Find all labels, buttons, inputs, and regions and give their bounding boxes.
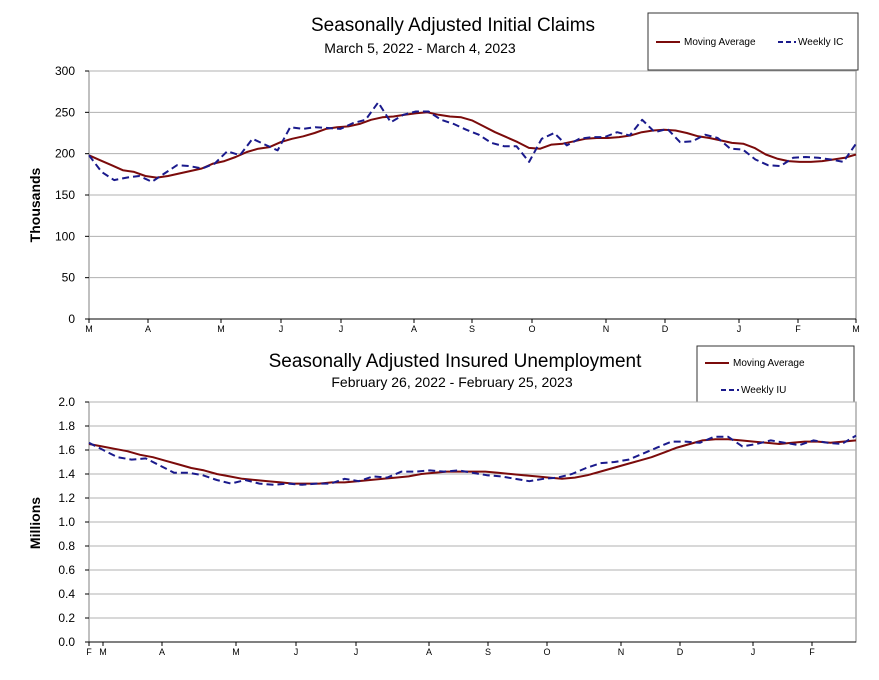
chart1-x-tick-label: F	[795, 324, 801, 334]
chart2-y-axis-label: Millions	[27, 497, 43, 549]
chart2-x-tick-label: A	[159, 647, 165, 657]
chart2-y-tick-label: 1.8	[58, 419, 75, 433]
chart1-legend-box	[647, 12, 859, 71]
chart2-y-tick-label: 0.0	[58, 635, 75, 649]
chart1-y-tick-label: 50	[62, 271, 76, 285]
chart2-y-tick-label: 1.6	[58, 443, 75, 457]
chart1-x-tick-label: M	[85, 324, 93, 334]
chart1-title: Seasonally Adjusted Initial Claims	[311, 15, 595, 36]
chart1-legend-weekly-label: Weekly IC	[798, 37, 843, 48]
insured-unemployment-chart: Seasonally Adjusted Insured Unemployment…	[27, 345, 857, 657]
chart2-legend-weekly-label: Weekly IU	[741, 385, 786, 396]
chart1-y-tick-label: 0	[68, 312, 75, 326]
chart2-subtitle: February 26, 2022 - February 25, 2023	[331, 374, 572, 390]
chart2-x-tick-label: D	[677, 647, 684, 657]
chart2-series-weekly-line	[88, 434, 857, 486]
chart1-x-tick-label: N	[603, 324, 610, 334]
initial-claims-chart: Seasonally Adjusted Initial Claims March…	[27, 12, 860, 334]
chart2-y-tick-label: 0.8	[58, 539, 75, 553]
chart2-title: Seasonally Adjusted Insured Unemployment	[269, 351, 643, 372]
chart2-y-tick-label: 0.4	[58, 587, 75, 601]
chart2-legend-box	[696, 345, 855, 407]
chart2-y-tick-label: 1.4	[58, 467, 75, 481]
chart2-x-tick-label: J	[751, 647, 756, 657]
chart1-series-weekly-line	[88, 101, 857, 183]
chart2-x-tick-label: M	[232, 647, 240, 657]
chart2-x-tick-label: J	[354, 647, 359, 657]
chart1-plot-area: 0 50 100 150 200 250 300 M A M J J A S O N D J F M	[55, 64, 860, 334]
chart1-x-tick-label: J	[339, 324, 344, 334]
chart2-y-tick-label: 1.2	[58, 491, 75, 505]
chart1-x-tick-label: A	[145, 324, 151, 334]
chart2-y-tick-label: 0.2	[58, 611, 75, 625]
chart2-x-tick-label: M	[99, 647, 107, 657]
chart1-legend-ma-label: Moving Average	[684, 37, 756, 48]
chart2-x-tick-label: A	[426, 647, 432, 657]
chart1-y-axis-label: Thousands	[27, 167, 43, 242]
chart1-y-tick-label: 250	[55, 105, 75, 119]
chart1-x-tick-label: O	[528, 324, 535, 334]
chart2-y-tick-label: 1.0	[58, 515, 75, 529]
chart1-y-tick-label: 150	[55, 188, 75, 202]
chart1-x-tick-label: J	[737, 324, 742, 334]
chart2-legend-ma-label: Moving Average	[733, 358, 805, 369]
chart1-x-tick-label: M	[217, 324, 225, 334]
chart1-x-tick-label: A	[411, 324, 417, 334]
chart2-x-tick-label: O	[543, 647, 550, 657]
chart2-y-tick-label: 2.0	[58, 395, 75, 409]
chart1-legend: Moving Average Weekly IC	[647, 12, 859, 71]
chart2-x-tick-label: S	[485, 647, 491, 657]
chart2-x-tick-label: J	[294, 647, 299, 657]
chart2-y-tick-label: 0.6	[58, 563, 75, 577]
chart1-x-tick-label: M	[852, 324, 860, 334]
chart1-x-tick-label: S	[469, 324, 475, 334]
chart2-x-tick-label: F	[86, 647, 92, 657]
chart1-x-tick-label: D	[662, 324, 669, 334]
chart2-x-tick-label: F	[809, 647, 815, 657]
chart1-subtitle: March 5, 2022 - March 4, 2023	[324, 40, 516, 56]
chart1-x-tick-label: J	[279, 324, 284, 334]
chart2-plot-area: 0.00.20.40.60.81.01.21.41.61.82.0F M A M J J A…	[58, 395, 857, 657]
chart2-series-moving-average-line	[88, 438, 857, 485]
chart2-legend: Moving Average Weekly IU	[696, 345, 855, 407]
chart1-y-tick-label: 300	[55, 64, 75, 78]
chart2-x-tick-label: N	[618, 647, 625, 657]
chart1-y-tick-label: 100	[55, 229, 75, 243]
chart1-y-tick-label: 200	[55, 147, 75, 161]
